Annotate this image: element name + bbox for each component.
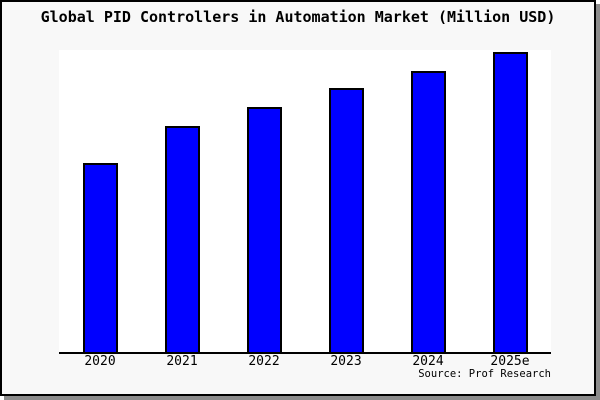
x-axis-labels: 2020 2021 2022 2023 2024 2025e: [59, 355, 551, 369]
x-tick-label-2020: 2020: [84, 354, 116, 369]
bar-2020: [82, 163, 118, 352]
plot-area: [59, 50, 551, 354]
bar-band-2023: [305, 50, 387, 352]
bar-2022: [246, 107, 282, 352]
chart-title: Global PID Controllers in Automation Mar…: [40, 8, 556, 26]
x-tick-label-2023: 2023: [330, 354, 362, 369]
x-tick-label-2025e: 2025e: [490, 354, 530, 369]
bar-band-2025e: [469, 50, 551, 352]
bar-band-2021: [141, 50, 223, 352]
bar-2021: [164, 126, 200, 352]
bar-2023: [328, 88, 364, 352]
bar-2025e: [492, 52, 528, 352]
x-tick-label-2021: 2021: [166, 354, 198, 369]
source-credit: Source: Prof Research: [418, 368, 551, 380]
x-tick-label-2022: 2022: [248, 354, 280, 369]
x-tick-label-2024: 2024: [412, 354, 444, 369]
bar-band-2022: [223, 50, 305, 352]
bar-2024: [410, 71, 446, 352]
bar-band-2024: [387, 50, 469, 352]
bar-band-2020: [59, 50, 141, 352]
bars-container: [59, 50, 551, 352]
